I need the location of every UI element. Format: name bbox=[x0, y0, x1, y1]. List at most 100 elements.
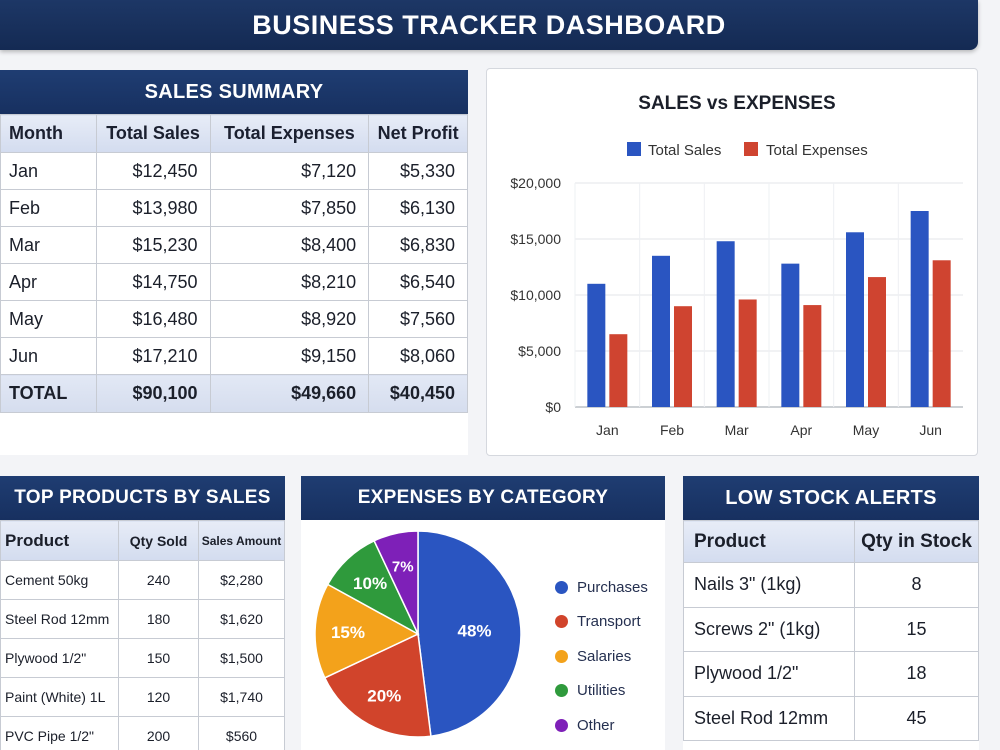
table-row: Jun $17,210 $9,150 $8,060 bbox=[0, 337, 468, 375]
x-tick-label: Apr bbox=[790, 422, 812, 438]
legend-item-purchases: Purchases bbox=[555, 570, 648, 605]
y-tick-label: $10,000 bbox=[510, 287, 561, 303]
month-cell: May bbox=[0, 300, 97, 338]
product-cell: Nails 3" (1kg) bbox=[683, 562, 855, 608]
bar-sales bbox=[846, 232, 864, 407]
legend-label: Other bbox=[577, 716, 615, 734]
legend-dot bbox=[555, 615, 568, 629]
month-cell: Apr bbox=[0, 263, 97, 301]
profit-cell: $6,540 bbox=[368, 263, 468, 301]
profit-cell: $5,330 bbox=[368, 152, 468, 190]
table-row: Screws 2" (1kg) 15 bbox=[683, 606, 979, 652]
stock-qty-cell: 18 bbox=[854, 651, 979, 697]
total-expenses: $49,660 bbox=[209, 374, 370, 413]
sales-cell: $15,230 bbox=[95, 226, 211, 264]
x-tick-label: Jan bbox=[596, 422, 619, 438]
legend-item-other: Other bbox=[555, 708, 648, 743]
product-cell: Plywood 1/2" bbox=[0, 638, 119, 678]
sales-cell: $16,480 bbox=[95, 300, 211, 338]
legend-label-sales: Total Sales bbox=[648, 142, 721, 159]
bar-sales bbox=[587, 283, 606, 407]
x-tick-label: Mar bbox=[725, 422, 749, 438]
column-header: Qty Sold bbox=[118, 520, 199, 561]
table-row: Mar $15,230 $8,400 $6,830 bbox=[0, 226, 468, 264]
amount-cell: $1,740 bbox=[198, 677, 285, 717]
legend-item-utilities: Utilities bbox=[555, 674, 648, 709]
bar-sales bbox=[781, 263, 800, 407]
month-cell: Feb bbox=[0, 189, 97, 227]
qty-cell: 240 bbox=[118, 560, 199, 600]
table-row: Nails 3" (1kg) 8 bbox=[683, 562, 979, 608]
legend-dot bbox=[555, 718, 568, 732]
table-row: Apr $14,750 $8,210 $6,540 bbox=[0, 263, 468, 301]
expenses-cell: $8,400 bbox=[209, 226, 370, 264]
top-products-table: Product Qty Sold Sales Amount Cement 50k… bbox=[0, 520, 285, 750]
top-products-panel: TOP PRODUCTS BY SALES Product Qty Sold S… bbox=[0, 476, 285, 750]
product-cell: Plywood 1/2" bbox=[683, 651, 855, 697]
pie-slice-label: 10% bbox=[353, 574, 387, 593]
table-row: PVC Pipe 1/2" 200 $560 bbox=[0, 716, 285, 750]
profit-cell: $6,130 bbox=[368, 189, 468, 227]
column-header: Product bbox=[0, 520, 119, 561]
column-header: Product bbox=[683, 520, 855, 563]
legend-dot bbox=[555, 580, 568, 594]
bar-expenses bbox=[674, 306, 692, 407]
table-row: Plywood 1/2" 150 $1,500 bbox=[0, 638, 285, 678]
sales-cell: $13,980 bbox=[95, 189, 211, 227]
stock-qty-cell: 15 bbox=[854, 606, 979, 652]
bar-expenses bbox=[609, 334, 628, 407]
qty-cell: 200 bbox=[118, 716, 199, 750]
expenses-heading: EXPENSES BY CATEGORY bbox=[301, 476, 665, 520]
y-tick-label: $20,000 bbox=[510, 175, 561, 191]
product-cell: Steel Rod 12mm bbox=[683, 695, 855, 741]
table-row: Steel Rod 12mm 180 $1,620 bbox=[0, 599, 285, 639]
sales-summary-panel: SALES SUMMARY Month Total Sales Total Ex… bbox=[0, 70, 468, 455]
low-stock-heading: LOW STOCK ALERTS bbox=[683, 476, 979, 520]
low-stock-table: Product Qty in Stock Nails 3" (1kg) 8 Sc… bbox=[683, 520, 979, 741]
sales-vs-expenses-panel: SALES vs EXPENSES Total Sales Total Expe… bbox=[486, 68, 978, 456]
x-tick-label: May bbox=[853, 422, 879, 438]
pie-slice-label: 7% bbox=[392, 559, 414, 576]
legend-item-salaries: Salaries bbox=[555, 639, 648, 674]
legend-label: Purchases bbox=[577, 578, 648, 596]
bar-sales bbox=[910, 211, 929, 407]
table-row: Plywood 1/2" 18 bbox=[683, 651, 979, 697]
pie-slice-salaries bbox=[314, 583, 420, 679]
pie-slice-label: 20% bbox=[367, 686, 401, 705]
legend-swatch-expenses bbox=[744, 142, 758, 156]
table-row: Paint (White) 1L 120 $1,740 bbox=[0, 677, 285, 717]
page-title: BUSINESS TRACKER DASHBOARD bbox=[252, 9, 726, 40]
amount-cell: $1,500 bbox=[198, 638, 285, 678]
product-cell: Paint (White) 1L bbox=[0, 677, 119, 717]
table-row: Jan $12,450 $7,120 $5,330 bbox=[0, 152, 468, 190]
bar-expenses bbox=[738, 299, 757, 407]
month-cell: Mar bbox=[0, 226, 97, 264]
qty-cell: 180 bbox=[118, 599, 199, 639]
amount-cell: $2,280 bbox=[198, 560, 285, 600]
y-tick-label: $5,000 bbox=[518, 343, 561, 359]
amount-cell: $1,620 bbox=[198, 599, 285, 639]
sales-summary-heading: SALES SUMMARY bbox=[0, 70, 468, 114]
table-header-row: Product Qty in Stock bbox=[683, 520, 979, 563]
legend-item-transport: Transport bbox=[555, 605, 648, 640]
product-cell: Cement 50kg bbox=[0, 560, 119, 600]
sales-cell: $12,450 bbox=[95, 152, 211, 190]
table-row: Steel Rod 12mm 45 bbox=[683, 695, 979, 741]
month-cell: Jun bbox=[0, 337, 97, 375]
total-profit: $40,450 bbox=[368, 374, 468, 413]
column-header: Total Expenses bbox=[209, 114, 370, 153]
column-header: Net Profit bbox=[368, 114, 468, 153]
bar-sales bbox=[652, 255, 670, 407]
total-row: TOTAL $90,100 $49,660 $40,450 bbox=[0, 374, 468, 413]
legend-dot bbox=[555, 649, 568, 663]
sales-summary-table: Month Total Sales Total Expenses Net Pro… bbox=[0, 114, 468, 413]
bar-sales bbox=[716, 241, 735, 407]
bar-expenses bbox=[803, 305, 822, 407]
column-header: Sales Amount bbox=[198, 520, 285, 561]
legend-label: Utilities bbox=[577, 682, 626, 700]
y-tick-label: $0 bbox=[545, 399, 561, 415]
product-cell: PVC Pipe 1/2" bbox=[0, 716, 119, 750]
title-banner: BUSINESS TRACKER DASHBOARD bbox=[0, 0, 978, 50]
pie-slice-transport bbox=[323, 632, 432, 738]
expenses-by-category-panel: EXPENSES BY CATEGORY 48% 20% 15% 10% 7% Purc… bbox=[301, 476, 665, 750]
